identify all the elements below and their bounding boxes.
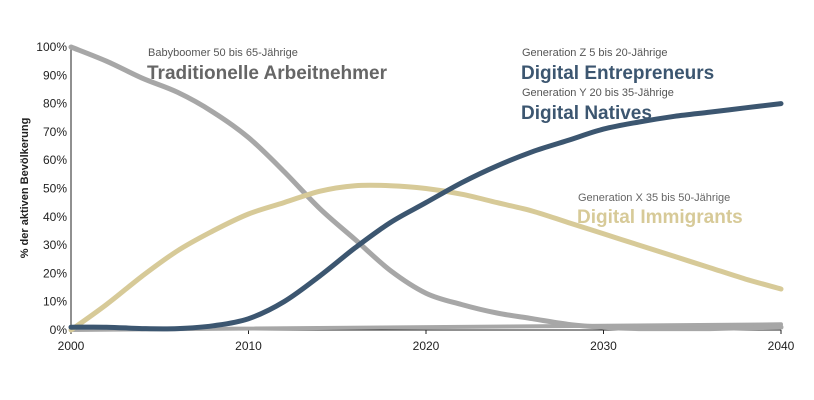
y-tick-label: 100% [36, 40, 67, 54]
annotation-genz-title: Digital Entrepreneurs [521, 63, 714, 84]
x-tick-label: 2040 [768, 339, 795, 353]
annotation-babyboomer: Babyboomer 50 bis 65-Jährige Traditionel… [147, 47, 388, 84]
annotation-geny: Generation Y 20 bis 35-Jährige Digital N… [521, 87, 674, 124]
series-lines [68, 44, 784, 333]
y-tick-label: 40% [43, 210, 67, 224]
x-tick-labels: 2000 2010 2020 2030 2040 [58, 330, 795, 353]
y-tick-labels: 0% 10% 20% 30% 40% 50% 60% 70% 80% 90% 100% [36, 40, 67, 337]
y-tick-label: 90% [43, 68, 67, 82]
y-tick-label: 0% [50, 323, 68, 337]
y-tick-label: 30% [43, 238, 67, 252]
y-axis-label: % der aktiven Bevölkerung [19, 118, 31, 259]
x-tick-label: 2010 [235, 339, 262, 353]
y-tick-label: 80% [43, 97, 67, 111]
x-tick-label: 2000 [58, 339, 85, 353]
x-tick-label: 2020 [413, 339, 440, 353]
y-tick-label: 10% [43, 295, 67, 309]
series-line-geny [68, 101, 784, 332]
annotation-babyboomer-subtitle: Babyboomer 50 bis 65-Jährige [148, 47, 298, 59]
series-line-genx [68, 182, 784, 333]
annotation-babyboomer-title: Traditionelle Arbeitnehmer [147, 63, 388, 84]
y-tick-label: 20% [43, 266, 67, 280]
annotation-genz-subtitle: Generation Z 5 bis 20-Jährige [522, 47, 668, 59]
annotation-geny-title: Digital Natives [521, 103, 652, 124]
y-tick-label: 50% [43, 182, 67, 196]
series-line-babyboomer [68, 44, 784, 332]
annotation-genx-title: Digital Immigrants [577, 207, 743, 228]
annotation-genx: Generation X 35 bis 50-Jährige Digital I… [577, 192, 743, 228]
y-tick-label: 60% [43, 153, 67, 167]
annotation-genx-subtitle: Generation X 35 bis 50-Jährige [578, 192, 730, 204]
x-tick-label: 2030 [590, 339, 617, 353]
annotation-geny-subtitle: Generation Y 20 bis 35-Jährige [522, 87, 674, 99]
y-tick-label: 70% [43, 125, 67, 139]
annotation-genz: Generation Z 5 bis 20-Jährige Digital En… [521, 47, 714, 84]
